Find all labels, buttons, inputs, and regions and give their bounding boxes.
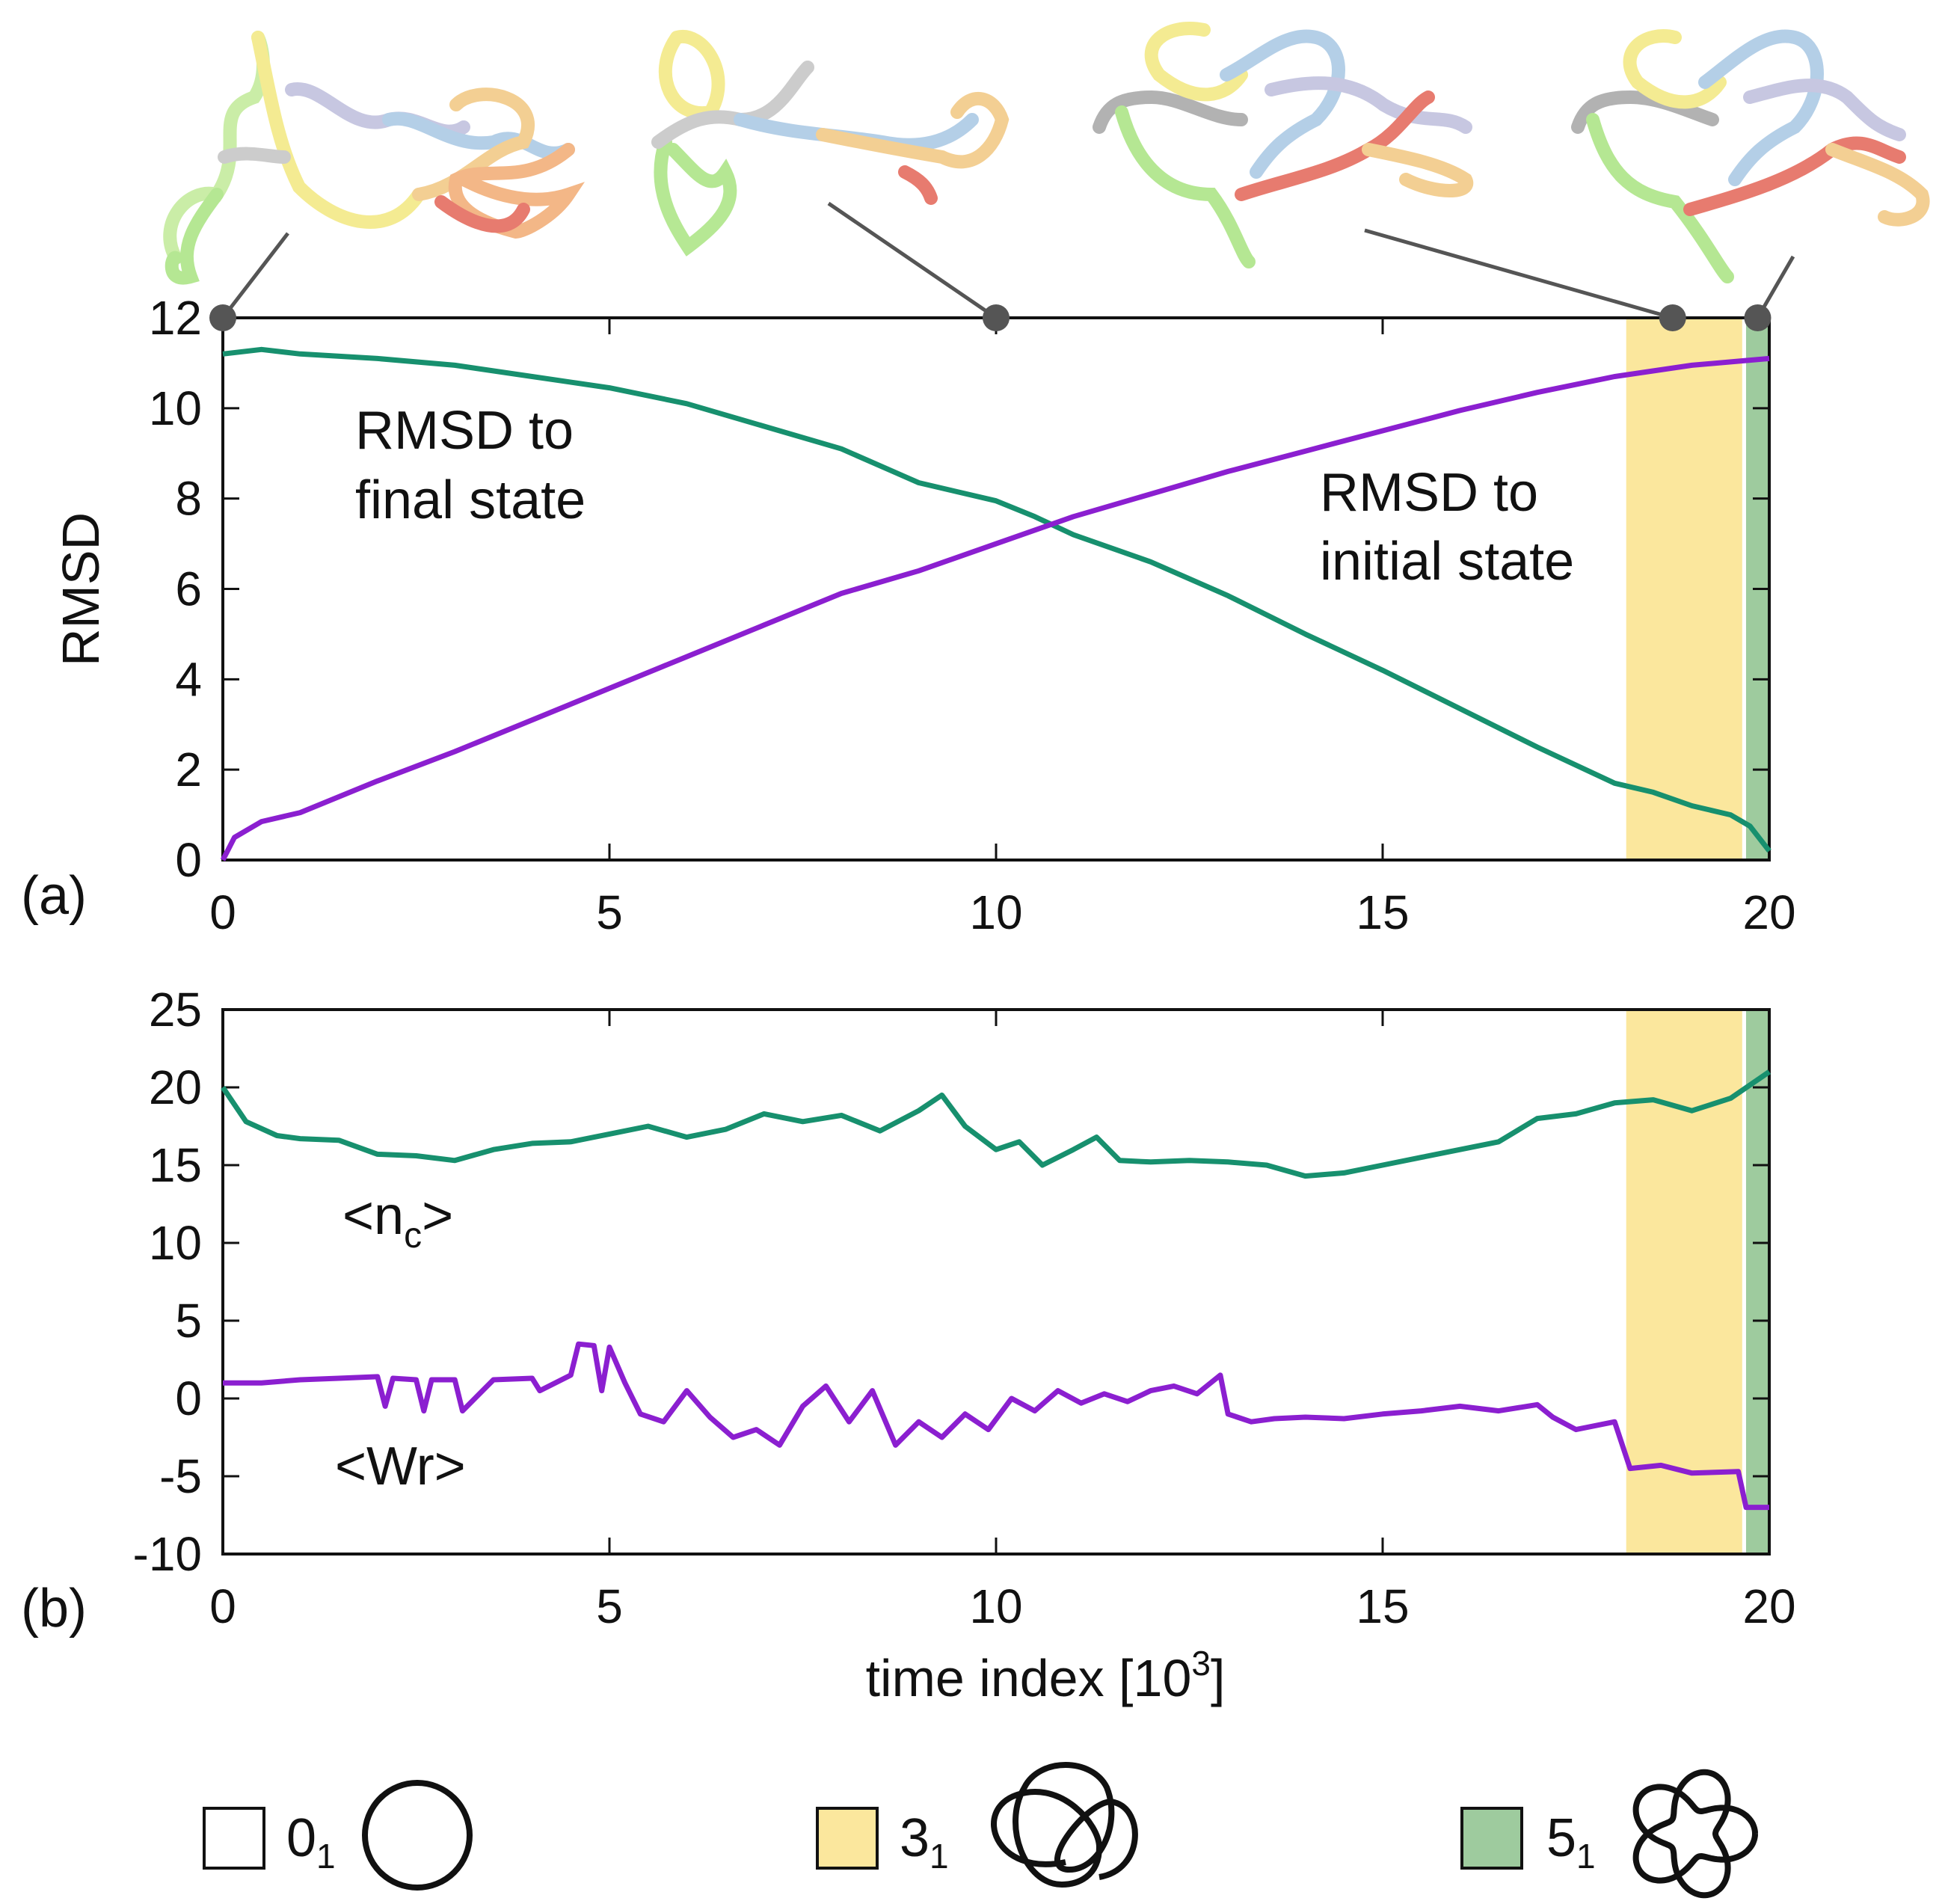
series-label-final-line2: final state bbox=[355, 470, 586, 530]
snapshot-illustrations bbox=[163, 22, 1930, 285]
panel-a-ytick-label: 2 bbox=[175, 743, 202, 796]
trefoil-icon bbox=[991, 1762, 1138, 1888]
panel-a-series-line-1 bbox=[220, 355, 1770, 862]
snapshot-2-image bbox=[651, 29, 1010, 257]
snapshot-marker bbox=[209, 304, 236, 331]
panel-b: 0 5 10 15 20 -10 -5 0 5 10 15 20 25 <nc> <Wr> (b) ti… bbox=[21, 983, 1796, 1707]
knot-shading-a bbox=[1626, 318, 1769, 860]
snapshot-connector bbox=[1364, 228, 1674, 320]
series-label-initial-line1: RMSD to bbox=[1320, 463, 1538, 523]
snapshot-4-image bbox=[1571, 29, 1930, 283]
panel-b-xtick-label: 0 bbox=[209, 1579, 236, 1633]
series-label-initial-line2: initial state bbox=[1320, 532, 1574, 592]
panel-a-ytick-label: 12 bbox=[149, 291, 202, 345]
series-label-wr: <Wr> bbox=[335, 1437, 466, 1496]
panel-a-ytick-label: 0 bbox=[175, 833, 202, 887]
legend-swatch-unknot bbox=[203, 1807, 265, 1870]
panel-b-xtick-label: 20 bbox=[1742, 1579, 1795, 1633]
tick-labels-a: 0 5 10 15 20 0 2 4 6 8 10 12 bbox=[149, 291, 1796, 939]
cinquefoil-icon bbox=[1632, 1769, 1758, 1899]
legend-swatch-cinquefoil bbox=[1460, 1807, 1523, 1870]
xlabel-b: time index [103] bbox=[866, 1644, 1226, 1707]
panel-a-ytick-label: 6 bbox=[175, 562, 202, 616]
series-label-nc: <nc> bbox=[342, 1186, 453, 1256]
panel-a-xtick-label: 10 bbox=[969, 885, 1022, 939]
unknot-icon bbox=[362, 1780, 473, 1891]
legend-swatch-trefoil bbox=[816, 1807, 879, 1870]
panel-a-xtick-label: 5 bbox=[596, 885, 623, 939]
ylabel-a: RMSD bbox=[52, 512, 110, 666]
snapshot-connector bbox=[221, 232, 289, 319]
panel-b-xtick-label: 5 bbox=[596, 1579, 623, 1633]
snapshot-connector bbox=[827, 201, 998, 320]
panel-a-xtick-label: 0 bbox=[209, 885, 236, 939]
snapshot-marker bbox=[983, 304, 1010, 331]
series-label-final-line1: RMSD to bbox=[355, 401, 574, 461]
panel-b-ytick-label: 5 bbox=[175, 1294, 202, 1348]
panel-label-a: (a) bbox=[21, 866, 87, 926]
panel-b-series-line-1 bbox=[223, 1341, 1769, 1511]
snapshot-3-image bbox=[1093, 22, 1474, 268]
panel-b-series-line-0 bbox=[221, 1069, 1771, 1179]
legend: 01 31 51 bbox=[203, 1762, 1758, 1899]
panel-b-xtick-label: 15 bbox=[1356, 1579, 1409, 1633]
legend-item-cinquefoil: 51 bbox=[1460, 1769, 1758, 1899]
ticks-b bbox=[221, 1008, 1771, 1556]
snapshot-marker bbox=[1659, 304, 1686, 331]
panel-b-xtick-label: 10 bbox=[969, 1579, 1022, 1633]
panel-a-xtick-label: 20 bbox=[1742, 885, 1795, 939]
snapshot-marker bbox=[1744, 304, 1772, 331]
legend-label-unknot: 01 bbox=[286, 1808, 336, 1876]
panel-b-shade-5_1 bbox=[1745, 1010, 1769, 1554]
panel-a-shade-3_1 bbox=[1626, 318, 1742, 860]
panel-b-ytick-label: 15 bbox=[149, 1138, 202, 1192]
legend-item-trefoil: 31 bbox=[816, 1762, 1138, 1888]
panel-a: 0 5 10 15 20 0 2 4 6 8 10 12 RMSD RMSD to final sta… bbox=[21, 201, 1796, 939]
snapshot-1-image bbox=[163, 31, 586, 285]
panel-b-ytick-label: 0 bbox=[175, 1372, 202, 1425]
panel-b-ytick-label: 25 bbox=[149, 983, 202, 1037]
panel-label-b: (b) bbox=[21, 1579, 87, 1639]
legend-label-trefoil: 31 bbox=[900, 1808, 949, 1876]
panel-b-ytick-label: -5 bbox=[159, 1449, 202, 1503]
panel-b-ytick-label: 20 bbox=[149, 1060, 202, 1114]
snapshot-markers bbox=[209, 201, 1795, 331]
panel-a-ytick-label: 4 bbox=[175, 652, 202, 706]
series-a bbox=[220, 346, 1772, 862]
panel-b-ytick-label: 10 bbox=[149, 1216, 202, 1270]
panel-a-xtick-label: 15 bbox=[1356, 885, 1409, 939]
panel-a-ytick-label: 8 bbox=[175, 472, 202, 526]
panel-a-series-line-0 bbox=[222, 346, 1772, 853]
series-b bbox=[221, 1069, 1771, 1511]
panel-a-ytick-label: 10 bbox=[149, 381, 202, 435]
legend-label-cinquefoil: 51 bbox=[1546, 1808, 1596, 1876]
panel-b-ytick-label: -10 bbox=[133, 1527, 203, 1581]
tick-labels-b: 0 5 10 15 20 -10 -5 0 5 10 15 20 25 bbox=[133, 983, 1796, 1633]
legend-item-unknot: 01 bbox=[203, 1780, 473, 1891]
